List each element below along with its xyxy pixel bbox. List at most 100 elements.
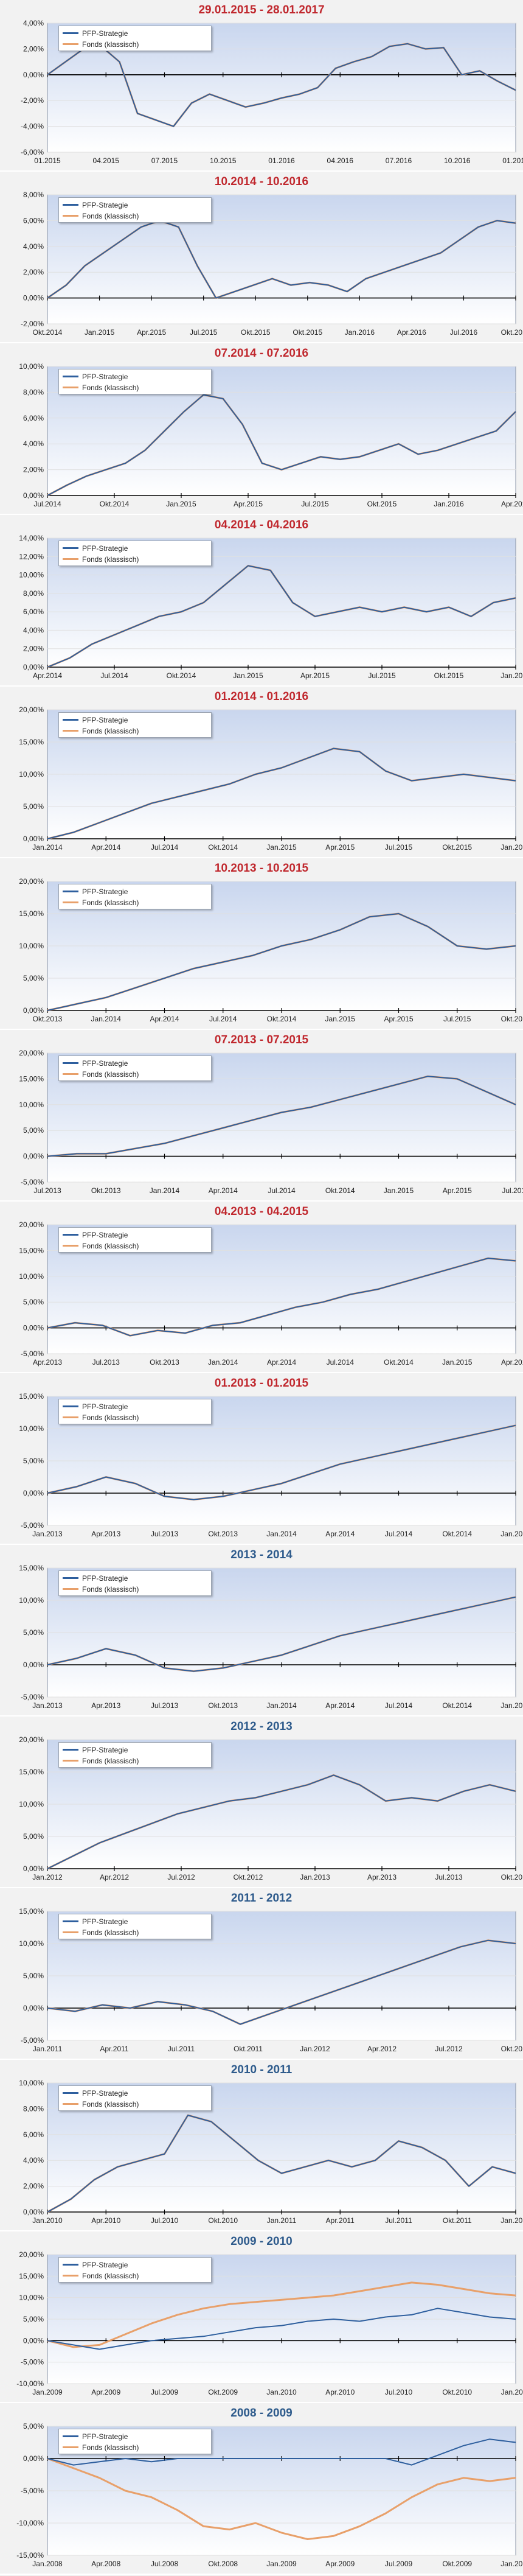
x-tick-label: 07.2015 [151, 156, 178, 165]
legend-item-strategy: PFP-Strategie [63, 371, 128, 382]
y-tick-label: 2,00% [23, 2182, 44, 2191]
x-tick-label: Jan.2015 [233, 671, 263, 680]
x-tick-label: Apr.2013 [367, 1873, 397, 1881]
legend-swatch [63, 2103, 78, 2105]
x-tick-label: Okt.2014 [33, 328, 63, 337]
x-tick-label: Apr.2012 [367, 2045, 397, 2053]
legend-item-fonds: Fonds (klassisch) [63, 725, 139, 736]
x-tick-label: Apr.2016 [397, 328, 426, 337]
y-tick-label: 5,00% [23, 1628, 44, 1637]
chart-title: 10.2013 - 10.2015 [214, 862, 309, 875]
x-tick-label: Okt.2015 [241, 328, 271, 337]
legend-swatch [63, 1588, 78, 1591]
x-tick-label: 01.2016 [268, 156, 295, 165]
x-tick-label: Jan.2013 [300, 1873, 330, 1881]
legend-item-fonds: Fonds (klassisch) [63, 1068, 139, 1079]
legend-swatch [63, 2435, 78, 2438]
chart-title: 04.2014 - 04.2016 [214, 519, 309, 531]
legend-item-strategy: PFP-Strategie [63, 27, 128, 38]
x-tick-label: Okt.2010 [208, 2216, 238, 2225]
y-tick-label: 15,00% [19, 2272, 44, 2280]
x-tick-label: Jan.2014 [32, 843, 63, 852]
y-tick-label: 6,00% [23, 607, 44, 616]
y-tick-label: -5,00% [21, 1178, 44, 1186]
chart-panel: 20,00% 15,00% 10,00% 5,00% 0,00% Jan.2014 Apr.… [0, 687, 523, 858]
x-tick-label: Apr.2009 [91, 2388, 120, 2396]
y-tick-label: 0,00% [23, 1006, 44, 1015]
legend-item-strategy: PFP-Strategie [63, 542, 128, 553]
legend-swatch [63, 1931, 78, 1934]
chart-title: 01.2014 - 01.2016 [214, 690, 309, 703]
legend-label: PFP-Strategie [82, 887, 128, 896]
x-tick-label: Jan.2011 [267, 2216, 297, 2225]
y-tick-label: 5,00% [23, 1126, 44, 1135]
y-tick-label: 4,00% [23, 626, 44, 634]
x-tick-label: Okt.2013 [33, 1015, 63, 1023]
x-tick-label: 04.2015 [93, 156, 120, 165]
legend-label: Fonds (klassisch) [82, 1069, 139, 1079]
chart-legend: PFP-Strategie Fonds (klassisch) [58, 1570, 212, 1596]
x-tick-label: Jan.2014 [150, 1186, 180, 1195]
x-tick-label: Jan.2016 [500, 671, 523, 680]
chart-title: 2013 - 2014 [230, 1549, 293, 1561]
y-tick-label: 20,00% [19, 877, 44, 886]
y-tick-label: 0,00% [23, 1661, 44, 1669]
y-tick-label: -6,00% [21, 148, 44, 156]
y-tick-label: 15,00% [19, 1768, 44, 1776]
legend-item-fonds: Fonds (klassisch) [63, 38, 139, 49]
y-tick-label: 10,00% [19, 942, 44, 950]
y-tick-label: 0,00% [23, 294, 44, 303]
x-tick-label: Okt.2009 [442, 2560, 472, 2568]
legend-swatch [63, 1749, 78, 1751]
legend-label: Fonds (klassisch) [82, 2443, 139, 2452]
series-line-strategie [47, 394, 516, 496]
x-tick-label: Apr.2015 [384, 1015, 413, 1023]
legend-swatch [63, 32, 78, 35]
legend-item-strategy: PFP-Strategie [63, 886, 128, 897]
series-line-fonds [47, 2281, 516, 2348]
legend-item-fonds: Fonds (klassisch) [63, 2270, 139, 2281]
x-tick-label: Apr.2015 [234, 500, 263, 508]
y-tick-label: 0,00% [23, 1324, 44, 1332]
chart-panel: 4,00% 2,00% 0,00% -2,00% -4,00% -6,00% 01.2015… [0, 0, 523, 172]
legend-label: PFP-Strategie [82, 2432, 128, 2441]
series-line-fonds [47, 2457, 516, 2540]
y-tick-label: 2,00% [23, 466, 44, 474]
x-tick-label: Jul.2016 [450, 328, 478, 337]
x-tick-label: 10.2015 [210, 156, 237, 165]
x-tick-label: Apr.2015 [300, 671, 330, 680]
chart-panel: 14,00% 12,00% 10,00% 8,00% 6,00% 4,00% 2,00% 0,… [0, 515, 523, 687]
y-tick-label: 6,00% [23, 216, 44, 225]
y-tick-label: -5,00% [21, 1693, 44, 1701]
chart-panel: 5,00% 0,00% -5,00% -10,00% -15,00% Jan.2008 Ap… [0, 2403, 523, 2575]
y-tick-label: 4,00% [23, 439, 44, 448]
y-tick-label: 0,00% [23, 491, 44, 500]
x-tick-label: Apr.2015 [137, 328, 166, 337]
y-tick-label: 0,00% [23, 1152, 44, 1161]
chart-title: 2010 - 2011 [230, 2063, 293, 2076]
legend-item-fonds: Fonds (klassisch) [63, 1755, 139, 1766]
series-line-strategie [47, 1939, 516, 2025]
legend-label: Fonds (klassisch) [82, 211, 139, 220]
legend-swatch [63, 719, 78, 721]
x-tick-label: Apr.2015 [501, 1358, 523, 1367]
legend-item-strategy: PFP-Strategie [63, 1057, 128, 1068]
x-tick-label: Jul.2010 [151, 2216, 179, 2225]
x-tick-label: Apr.2008 [91, 2560, 120, 2568]
series-line-strategie [47, 220, 516, 299]
x-tick-label: Okt.2015 [367, 500, 397, 508]
legend-label: Fonds (klassisch) [82, 555, 139, 564]
x-tick-label: Jan.2015 [384, 1186, 414, 1195]
x-tick-label: Jul.2012 [435, 2045, 463, 2053]
legend-item-fonds: Fonds (klassisch) [63, 1412, 139, 1423]
chart-panel: 20,00% 15,00% 10,00% 5,00% 0,00% -5,00% Apr.20… [0, 1202, 523, 1373]
x-tick-label: Jul.2010 [385, 2388, 413, 2396]
x-tick-label: Jul.2014 [385, 1530, 413, 1538]
x-tick-label: Okt.2010 [442, 2388, 472, 2396]
chart-legend: PFP-Strategie Fonds (klassisch) [58, 1227, 212, 1253]
x-tick-label: Apr.2014 [325, 1530, 355, 1538]
y-tick-label: 15,00% [19, 1907, 44, 1916]
chart-legend: PFP-Strategie Fonds (klassisch) [58, 369, 212, 394]
chart-legend: PFP-Strategie Fonds (klassisch) [58, 2085, 212, 2111]
x-tick-label: Okt.2012 [234, 1873, 263, 1881]
